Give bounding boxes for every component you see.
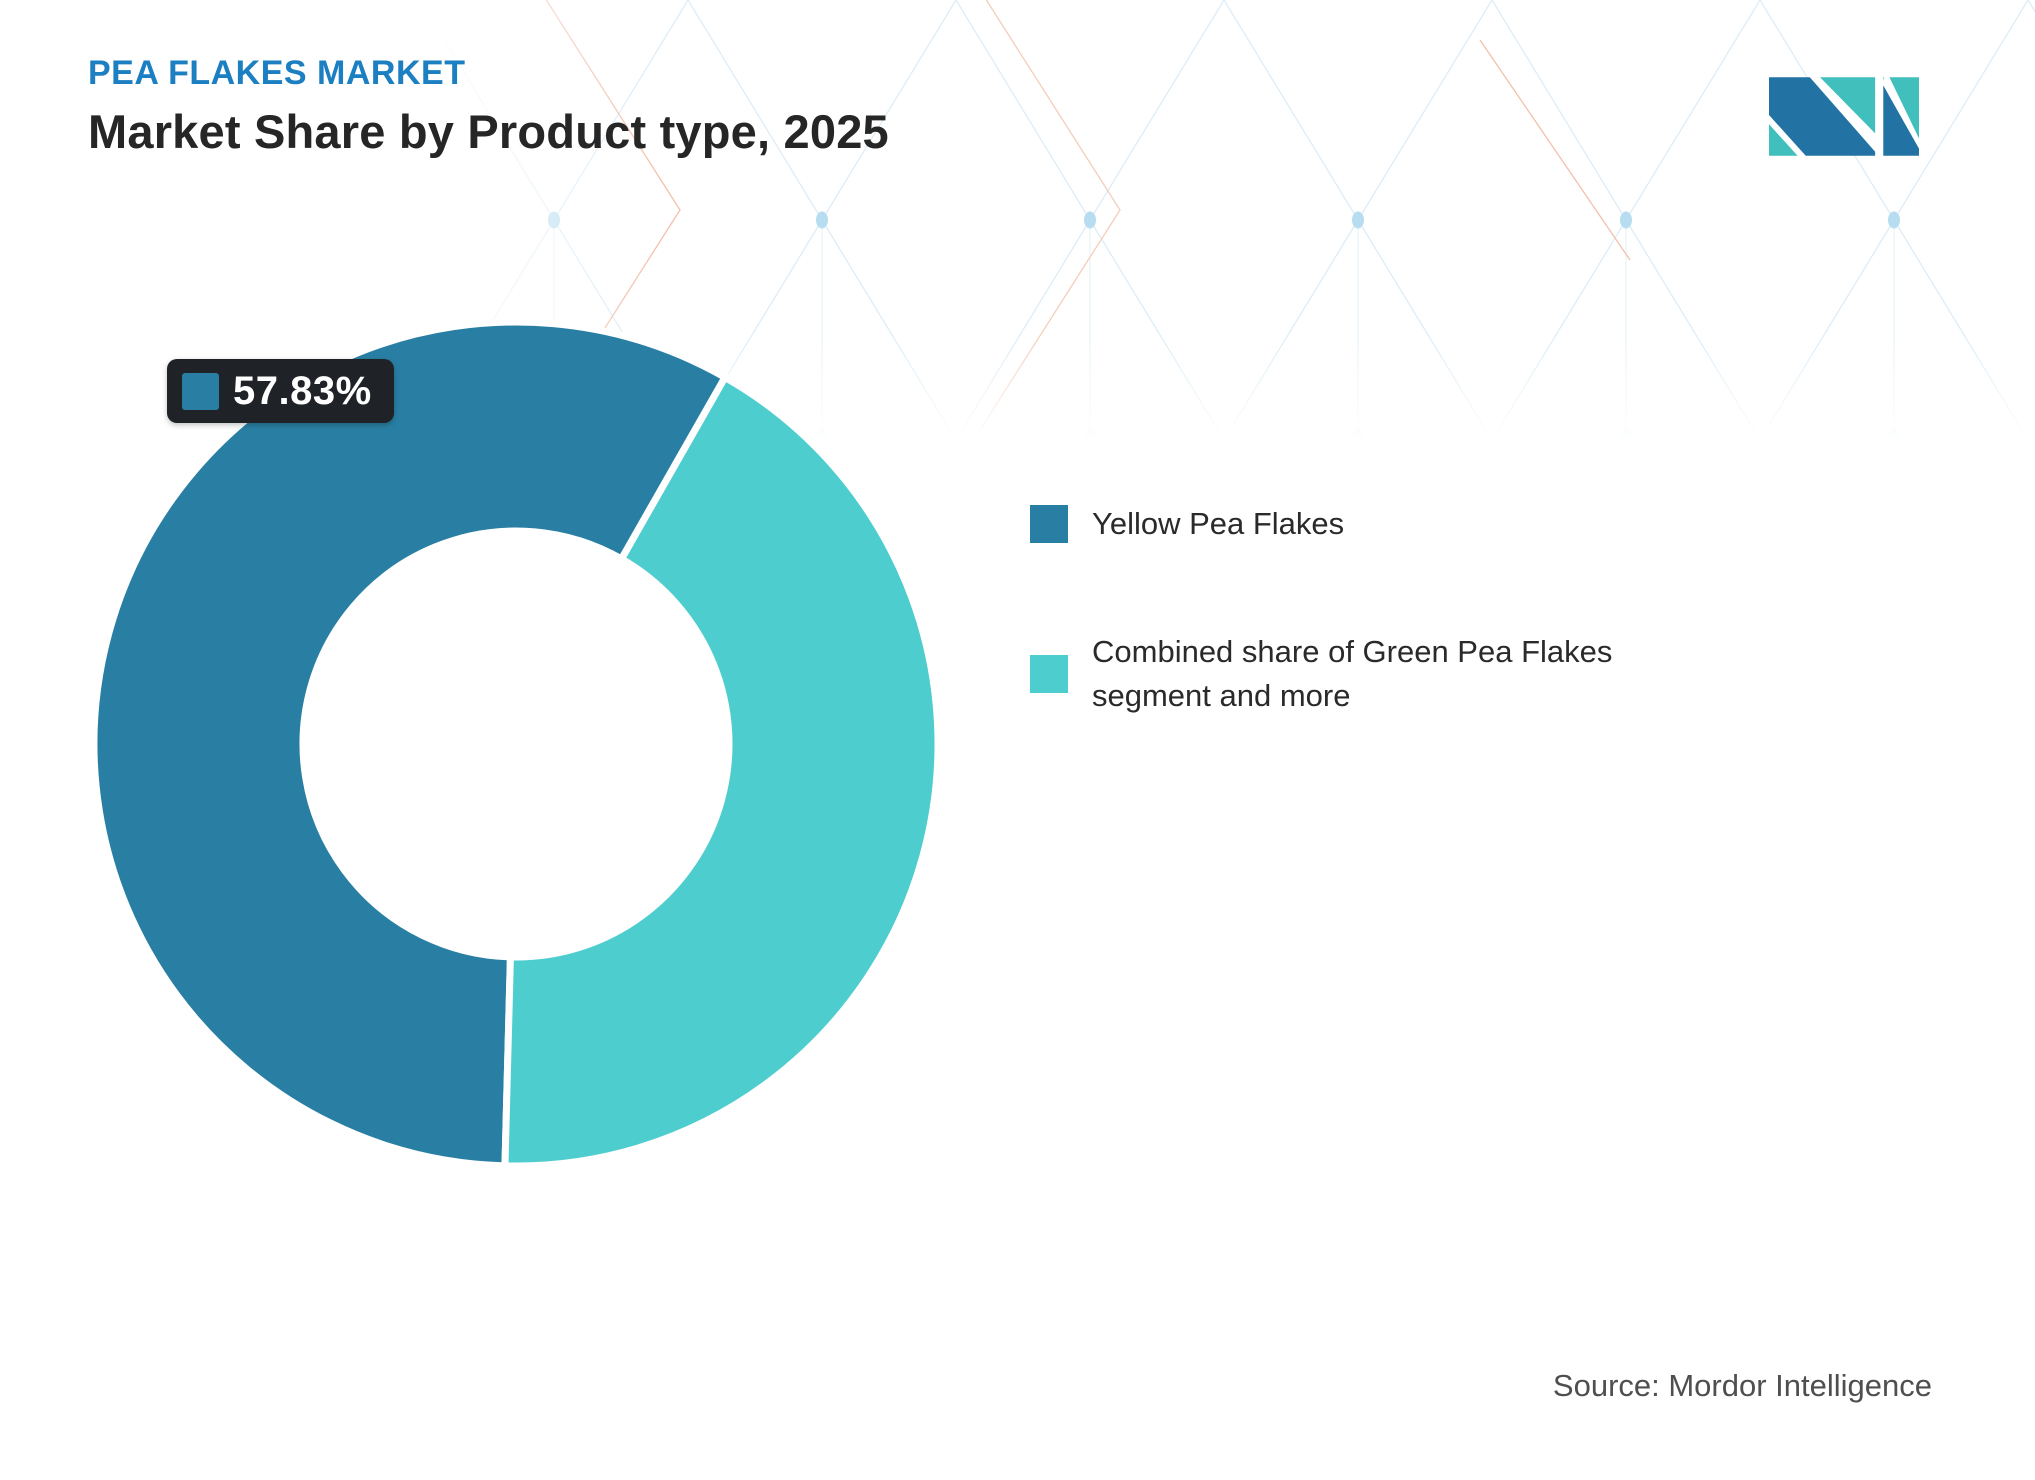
- legend-label: Yellow Pea Flakes: [1092, 506, 1345, 541]
- donut-chart-container: [86, 314, 946, 1174]
- donut-slice-yellow-pea-flakes[interactable]: [90, 318, 730, 1170]
- legend-item-yellow-pea-flakes[interactable]: Yellow Pea Flakes: [1030, 502, 1632, 546]
- page-title: Market Share by Product type, 2025: [88, 105, 889, 159]
- mordor-intelligence-logo: [1769, 77, 1919, 156]
- source-attribution: Source: Mordor Intelligence: [1552, 1368, 1932, 1403]
- report-eyebrow: PEA FLAKES MARKET: [88, 54, 466, 92]
- data-label-swatch: [182, 372, 219, 410]
- data-label-value: 57.83%: [233, 368, 372, 413]
- donut-slice-combined-share-of-green-pea-flakes-segment-and-more[interactable]: [501, 372, 942, 1170]
- header: PEA FLAKES MARKET Market Share by Produc…: [88, 54, 889, 159]
- donut-chart: [90, 318, 942, 1170]
- legend-swatch-green-pea-flakes: [1030, 655, 1068, 693]
- chart-legend: Yellow Pea Flakes Combined share of Gree…: [1030, 502, 1632, 718]
- legend-label: Combined share of Green Pea Flakes segme…: [1092, 634, 1613, 713]
- legend-swatch-yellow-pea-flakes: [1030, 505, 1068, 543]
- data-label-yellow-pea-flakes: 57.83%: [167, 359, 394, 423]
- legend-item-green-pea-flakes[interactable]: Combined share of Green Pea Flakes segme…: [1030, 630, 1632, 718]
- logo-right-teal-edge: [1883, 77, 1885, 81]
